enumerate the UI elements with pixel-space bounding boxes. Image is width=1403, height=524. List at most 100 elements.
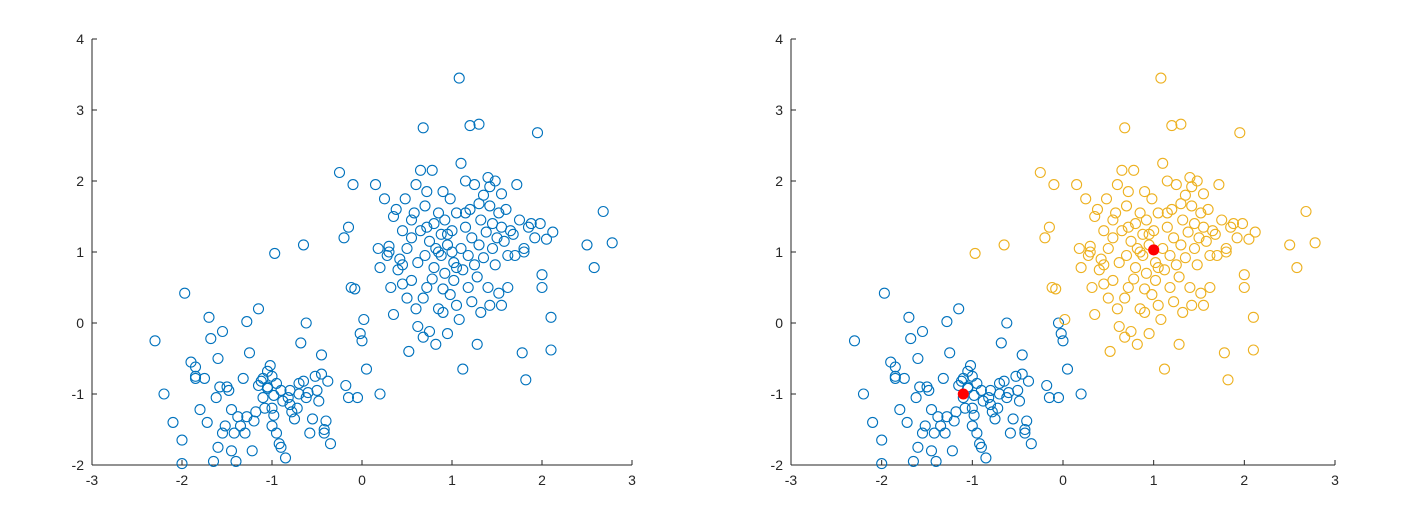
data-point: [993, 388, 1006, 400]
data-point: [1249, 226, 1261, 238]
data-point: [1102, 242, 1114, 255]
data-point: [511, 179, 523, 191]
data-point: [462, 249, 474, 262]
data-point: [1084, 240, 1096, 252]
data-point: [937, 372, 949, 384]
data-point: [1107, 214, 1119, 226]
data-point: [1234, 127, 1246, 139]
data-point: [1191, 259, 1203, 271]
data-point: [1200, 235, 1212, 247]
data-point: [421, 281, 433, 294]
data-point: [457, 264, 469, 276]
data-point: [444, 289, 456, 301]
data-point: [1184, 281, 1196, 294]
data-point: [989, 413, 1001, 425]
data-point: [1149, 274, 1162, 286]
data-point: [471, 271, 483, 283]
data-point: [1157, 157, 1169, 169]
data-point: [435, 228, 447, 240]
x-tick-label: -2: [875, 472, 888, 488]
data-point: [300, 392, 312, 404]
y-tick-label: 2: [775, 173, 783, 189]
data-point: [264, 360, 276, 372]
data-point: [588, 262, 600, 274]
data-point: [1211, 249, 1223, 262]
data-point: [318, 423, 330, 436]
data-point: [201, 416, 213, 428]
data-point: [1197, 188, 1210, 200]
data-point: [1107, 232, 1119, 244]
y-tick-label: 1: [76, 244, 84, 260]
data-point: [489, 259, 501, 271]
data-point: [1073, 242, 1085, 255]
data-point: [1220, 246, 1232, 258]
data-point: [268, 389, 280, 401]
data-point: [189, 370, 202, 382]
data-point: [394, 253, 406, 265]
data-point: [347, 179, 359, 191]
data-point: [466, 296, 478, 308]
data-point: [597, 205, 609, 218]
x-tick-label: 3: [1331, 472, 1339, 488]
data-point: [459, 207, 472, 219]
data-point: [484, 181, 496, 193]
data-point: [1247, 344, 1259, 356]
data-point: [867, 416, 879, 428]
data-point: [259, 402, 271, 414]
data-point: [500, 203, 512, 215]
data-point: [606, 237, 618, 249]
data-point: [984, 399, 997, 411]
data-point: [212, 352, 224, 365]
data-point: [387, 308, 400, 321]
data-point: [223, 384, 235, 396]
data-point: [448, 274, 460, 286]
data-point: [167, 416, 179, 428]
data-point: [889, 361, 901, 373]
data-point: [1119, 331, 1131, 343]
data-point: [1111, 303, 1123, 315]
data-point: [158, 388, 170, 400]
data-point: [396, 278, 409, 290]
data-point: [928, 427, 940, 439]
data-point: [374, 262, 386, 274]
data-point: [212, 441, 224, 453]
data-point: [531, 127, 544, 139]
data-point: [430, 338, 442, 350]
data-point: [383, 246, 395, 258]
y-tick-label: 4: [775, 31, 783, 47]
data-point: [1161, 221, 1173, 233]
data-point: [439, 267, 451, 279]
data-point: [473, 239, 485, 251]
data-point: [912, 352, 924, 365]
data-point: [1041, 379, 1053, 392]
data-point: [1175, 239, 1187, 251]
data-point: [916, 427, 929, 439]
data-point: [1043, 221, 1055, 233]
data-point: [374, 388, 386, 400]
data-point: [1057, 335, 1069, 347]
data-point: [1204, 281, 1216, 294]
data-point: [1209, 228, 1221, 240]
data-point: [971, 427, 983, 439]
data-point: [412, 320, 424, 333]
data-point: [342, 392, 355, 404]
data-point: [320, 415, 332, 427]
data-point: [396, 225, 409, 237]
data-point: [288, 413, 301, 425]
data-point: [468, 259, 481, 271]
data-point: [959, 402, 971, 414]
data-point: [464, 120, 476, 132]
data-point: [1034, 166, 1046, 179]
data-point: [277, 395, 289, 407]
data-point: [205, 333, 217, 345]
data-point: [1197, 299, 1210, 311]
data-point: [284, 399, 296, 411]
data-point: [279, 452, 292, 464]
data-point: [955, 375, 968, 387]
data-point: [219, 420, 231, 432]
data-point: [475, 306, 487, 318]
data-point: [1007, 413, 1019, 425]
data-point: [1216, 214, 1228, 226]
data-point: [1193, 232, 1205, 244]
data-point: [857, 388, 870, 400]
